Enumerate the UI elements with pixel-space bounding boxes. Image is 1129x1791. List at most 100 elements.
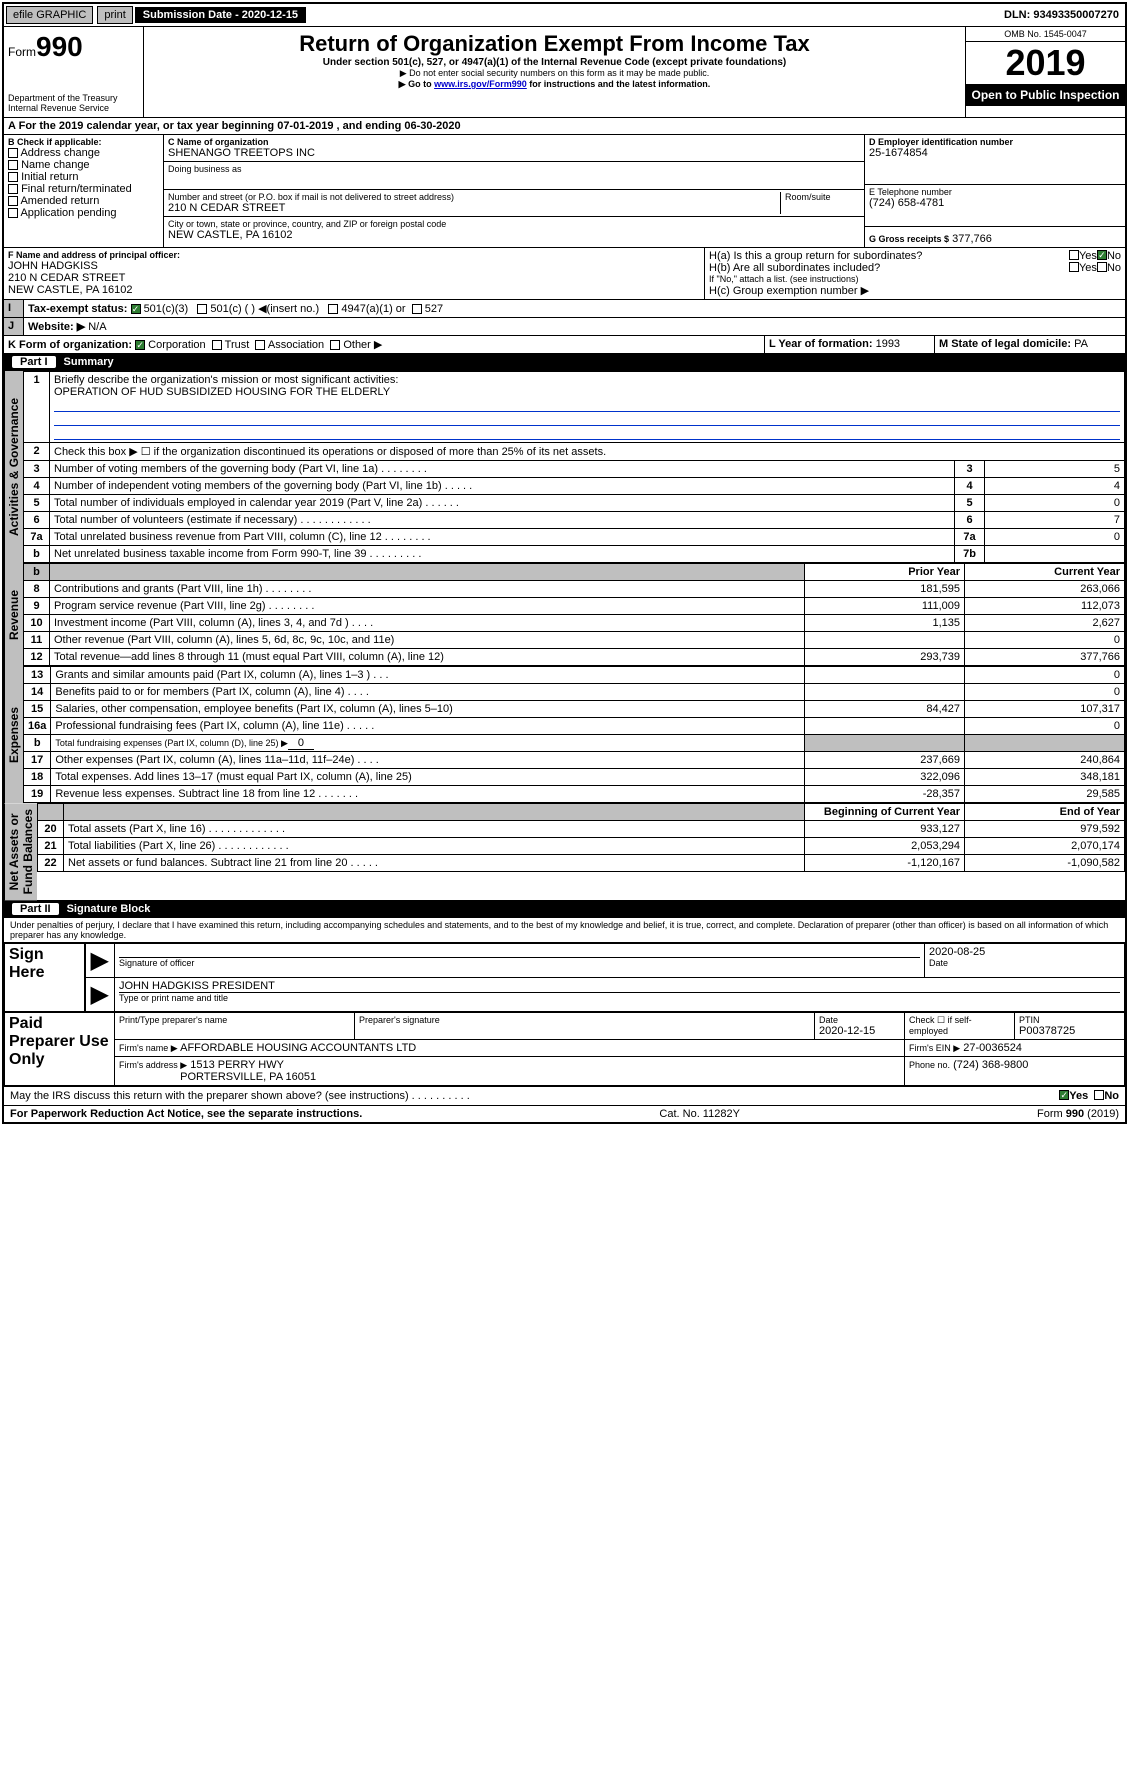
check-assoc[interactable] — [255, 340, 265, 350]
year-formation: 1993 — [876, 338, 900, 350]
opt-corp: Corporation — [148, 339, 205, 351]
exp-p15: 84,427 — [805, 701, 965, 718]
col-prior: Prior Year — [805, 564, 965, 581]
org-address: 210 N CEDAR STREET — [168, 202, 780, 214]
exp-c19: 29,585 — [965, 786, 1125, 803]
check-final-return[interactable] — [8, 184, 18, 194]
opt-501c: 501(c) ( ) ◀(insert no.) — [210, 303, 319, 315]
exp-p16a — [805, 718, 965, 735]
row-i-marker: I — [4, 300, 24, 317]
sig-officer-label: Signature of officer — [119, 958, 920, 968]
sig-date-label: Date — [929, 958, 1120, 968]
p1-l7a: Total unrelated business revenue from Pa… — [50, 529, 955, 546]
ein-label: D Employer identification number — [869, 137, 1121, 147]
website-label: Website: ▶ — [28, 321, 85, 333]
gross-value: 377,766 — [952, 233, 992, 245]
ha-yes[interactable] — [1069, 250, 1079, 260]
firm-name: AFFORDABLE HOUSING ACCOUNTANTS LTD — [180, 1042, 416, 1054]
check-corp[interactable] — [135, 340, 145, 350]
exp-p19: -28,357 — [805, 786, 965, 803]
discuss-yes[interactable] — [1059, 1090, 1069, 1100]
p1-v4: 4 — [985, 478, 1125, 495]
hb-yes[interactable] — [1069, 262, 1079, 272]
opt-4947: 4947(a)(1) or — [341, 303, 405, 315]
p1-v7a: 0 — [985, 529, 1125, 546]
part2-header: Part II Signature Block — [4, 900, 1125, 918]
print-button[interactable]: print — [97, 6, 132, 24]
rev-p8: 181,595 — [805, 581, 965, 598]
efile-button[interactable]: efile GRAPHIC — [6, 6, 93, 24]
exp-l16b-val: 0 — [288, 737, 314, 750]
rev-p9: 111,009 — [805, 598, 965, 615]
firm-phone: (724) 368-9800 — [953, 1059, 1028, 1071]
check-501c[interactable] — [197, 304, 207, 314]
check-501c3[interactable] — [131, 304, 141, 314]
opt-trust: Trust — [225, 339, 250, 351]
footer-cat: Cat. No. 11282Y — [659, 1108, 740, 1120]
tab-net-assets: Net Assets or Fund Balances — [4, 803, 37, 900]
firm-addr-label: Firm's address ▶ — [119, 1060, 187, 1070]
rev-p12: 293,739 — [805, 649, 965, 666]
firm-addr1: 1513 PERRY HWY — [190, 1059, 284, 1071]
exp-p13 — [805, 667, 965, 684]
city-label: City or town, state or province, country… — [168, 219, 860, 229]
discuss-q: May the IRS discuss this return with the… — [10, 1090, 1059, 1102]
na-l22: Net assets or fund balances. Subtract li… — [64, 855, 805, 872]
p1-l7b: Net unrelated business taxable income fr… — [50, 546, 955, 563]
discuss-no[interactable] — [1094, 1090, 1104, 1100]
part2-title: Signature Block — [67, 903, 151, 915]
na-c22: -1,090,582 — [965, 855, 1125, 872]
opt-application-pending: Application pending — [20, 207, 116, 219]
form-prefix: Form — [8, 45, 36, 59]
phone-label: E Telephone number — [869, 187, 1121, 197]
p1-l1: Briefly describe the organization's miss… — [54, 374, 398, 386]
exp-l18: Total expenses. Add lines 13–17 (must eq… — [51, 769, 805, 786]
hb-no[interactable] — [1097, 262, 1107, 272]
check-4947[interactable] — [328, 304, 338, 314]
tax-exempt-label: Tax-exempt status: — [28, 303, 127, 315]
ha-no[interactable] — [1097, 250, 1107, 260]
footer-form: Form 990 (2019) — [1037, 1108, 1119, 1120]
org-name: SHENANGO TREETOPS INC — [168, 147, 860, 159]
irs-link[interactable]: www.irs.gov/Form990 — [434, 79, 527, 89]
check-trust[interactable] — [212, 340, 222, 350]
rev-c9: 112,073 — [965, 598, 1125, 615]
officer-addr1: 210 N CEDAR STREET — [8, 272, 700, 284]
prep-date-v: 2020-12-15 — [819, 1025, 900, 1037]
check-initial-return[interactable] — [8, 172, 18, 182]
prep-sig-h: Preparer's signature — [359, 1015, 810, 1025]
check-address-change[interactable] — [8, 148, 18, 158]
check-application-pending[interactable] — [8, 208, 18, 218]
exp-l17: Other expenses (Part IX, column (A), lin… — [51, 752, 805, 769]
omb-label: OMB No. 1545-0047 — [966, 27, 1125, 42]
exp-c18: 348,181 — [965, 769, 1125, 786]
ha-label: H(a) Is this a group return for subordin… — [709, 250, 1069, 262]
rev-p11 — [805, 632, 965, 649]
sign-here-label: Sign Here — [5, 943, 85, 1012]
exp-l16b: Total fundraising expenses (Part IX, col… — [55, 738, 288, 748]
check-other[interactable] — [330, 340, 340, 350]
exp-p18: 322,096 — [805, 769, 965, 786]
check-name-change[interactable] — [8, 160, 18, 170]
rev-l12: Total revenue—add lines 8 through 11 (mu… — [50, 649, 805, 666]
form-title: Return of Organization Exempt From Incom… — [148, 31, 961, 57]
p1-v6: 7 — [985, 512, 1125, 529]
col-end: End of Year — [965, 804, 1125, 821]
check-amended-return[interactable] — [8, 196, 18, 206]
p1-v5: 0 — [985, 495, 1125, 512]
section-b: B Check if applicable: Address change Na… — [4, 135, 164, 247]
footer-form-no: 990 — [1066, 1108, 1084, 1120]
room-label: Room/suite — [780, 192, 860, 214]
sig-date: 2020-08-25 — [929, 946, 1120, 958]
check-527[interactable] — [412, 304, 422, 314]
officer-label: F Name and address of principal officer: — [8, 250, 700, 260]
top-toolbar: efile GRAPHIC print Submission Date - 20… — [4, 4, 1125, 27]
org-name-label: C Name of organization — [168, 137, 860, 147]
tab-expenses: Expenses — [4, 666, 23, 803]
exp-c17: 240,864 — [965, 752, 1125, 769]
hb-label: H(b) Are all subordinates included? — [709, 262, 1069, 274]
line-a: A For the 2019 calendar year, or tax yea… — [4, 118, 1125, 134]
exp-l16a: Professional fundraising fees (Part IX, … — [51, 718, 805, 735]
p1-l2: Check this box ▶ ☐ if the organization d… — [50, 443, 1125, 461]
p1-l6: Total number of volunteers (estimate if … — [50, 512, 955, 529]
